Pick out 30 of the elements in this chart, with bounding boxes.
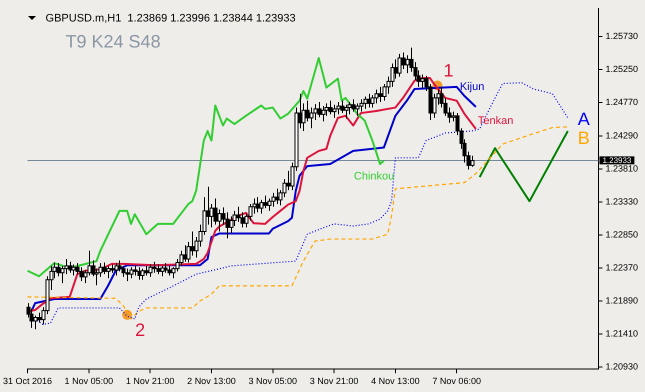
x-tick-label: 1 Nov 21:00 — [126, 376, 174, 386]
x-tick-label: 31 Oct 2016 — [2, 376, 52, 386]
y-tick-label: 1.23810 — [605, 163, 638, 174]
y-tick-label: 1.25250 — [605, 64, 638, 74]
x-tick-label: 1 Nov 05:00 — [64, 376, 114, 386]
y-tick-label: 1.22850 — [605, 229, 638, 240]
x-tick-label: 2 Nov 13:00 — [187, 376, 236, 386]
y-tick-label: 1.25730 — [605, 31, 638, 42]
chart-title: GBPUSD.m,H1 1.23869 1.23996 1.23844 1.23933 — [46, 12, 296, 24]
line-series — [26, 126, 568, 320]
series-label: B — [578, 128, 590, 148]
series-label: A — [578, 108, 590, 129]
y-tick-label: 1.21890 — [605, 296, 638, 306]
y-tick-label: 1.20930 — [605, 362, 638, 372]
y-tick-label: 1.24290 — [605, 130, 638, 140]
x-tick-label: 3 Nov 21:00 — [310, 376, 358, 386]
annotation: 2 — [135, 320, 146, 340]
x-tick-label: 7 Nov 06:00 — [432, 376, 481, 386]
x-tick-label: 3 Nov 05:00 — [248, 376, 298, 386]
y-tick-label: 1.24770 — [605, 97, 638, 108]
y-tick-label: 1.23330 — [605, 196, 638, 206]
series-label: Tenkan — [478, 114, 514, 127]
ref-line-label: 1.23933 — [602, 156, 632, 166]
annotation: T9 K24 S48 — [66, 31, 161, 52]
y-tick-label: 1.21410 — [605, 328, 638, 339]
x-tick-label: 4 Nov 13:00 — [371, 376, 420, 386]
series-label: Kijun — [460, 80, 484, 93]
annotation: 1 — [444, 60, 454, 80]
series-label: Chinkou — [354, 170, 394, 183]
y-tick-label: 1.22370 — [605, 262, 638, 272]
